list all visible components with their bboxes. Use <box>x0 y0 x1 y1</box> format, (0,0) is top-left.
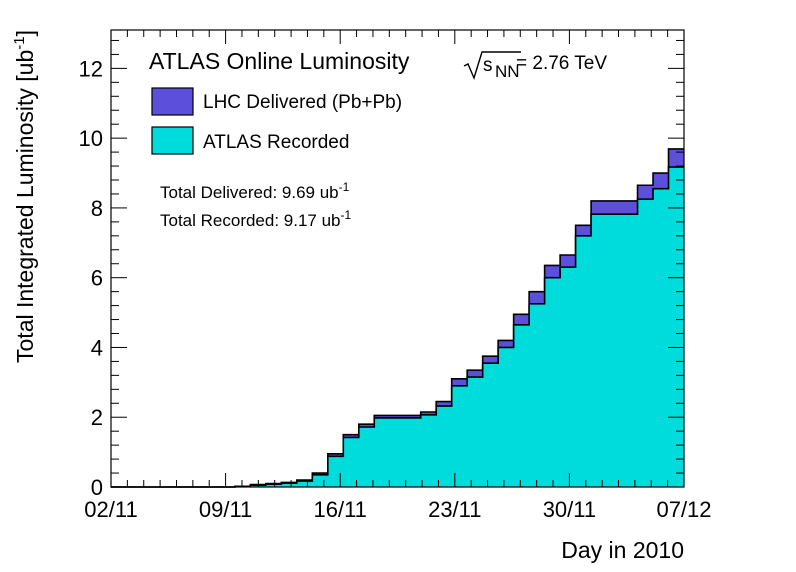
y-axis-title-sup: -1 <box>11 36 28 49</box>
energy-label: s NN = 2.76 TeV <box>463 51 607 81</box>
total-delivered-label: Total Delivered: 9.69 ub <box>160 183 339 202</box>
y-tick-label: 2 <box>91 405 103 430</box>
tick-labels: 0 2 4 6 8 10 12 02/11 09/11 16/11 23/11 30/11 07/12 <box>79 56 712 522</box>
y-axis-title: Total Integrated Luminosity [ub-1] <box>11 30 38 363</box>
energy-var: s <box>483 55 493 76</box>
legend-swatch-delivered <box>151 87 194 116</box>
y-axis-title-main: Total Integrated Luminosity [ub <box>12 50 38 363</box>
sqrt-symbol <box>463 51 521 81</box>
legend-swatch-recorded <box>151 126 194 155</box>
x-tick-label: 23/11 <box>428 497 481 522</box>
energy-sub: NN <box>495 62 520 81</box>
x-axis-title: Day in 2010 <box>561 537 684 563</box>
series-area-1 <box>111 167 684 487</box>
x-tick-label: 30/11 <box>543 497 596 522</box>
total-recorded-sup: -1 <box>341 208 352 222</box>
y-tick-label: 8 <box>91 196 103 221</box>
x-tick-label: 02/11 <box>84 497 137 522</box>
plot-frame <box>110 29 685 488</box>
x-tick-label: 07/12 <box>656 497 711 522</box>
x-tick-label: 09/11 <box>199 497 252 522</box>
y-tick-label: 6 <box>91 266 103 291</box>
total-delivered-sup: -1 <box>339 180 350 194</box>
y-tick-label: 12 <box>79 56 103 81</box>
total-recorded-text: Total Recorded: 9.17 ub-1 <box>160 208 352 230</box>
series-layer <box>111 148 684 488</box>
legend: LHC Delivered (Pb+Pb) ATLAS Recorded <box>151 87 402 155</box>
total-recorded-label: Total Recorded: 9.17 ub <box>160 211 341 230</box>
energy-value: = 2.76 TeV <box>516 53 607 74</box>
legend-label-recorded: ATLAS Recorded <box>203 132 349 153</box>
x-tick-label: 16/11 <box>313 497 366 522</box>
y-axis-title-end: ] <box>12 30 38 36</box>
y-tick-label: 4 <box>91 335 103 360</box>
chart-title: ATLAS Online Luminosity <box>149 48 410 74</box>
ticks-layer <box>110 30 685 488</box>
legend-label-delivered: LHC Delivered (Pb+Pb) <box>203 92 402 113</box>
total-delivered-text: Total Delivered: 9.69 ub-1 <box>160 180 350 202</box>
series-line-1 <box>111 166 684 488</box>
y-tick-label: 0 <box>91 475 103 500</box>
y-tick-label: 10 <box>79 126 103 151</box>
